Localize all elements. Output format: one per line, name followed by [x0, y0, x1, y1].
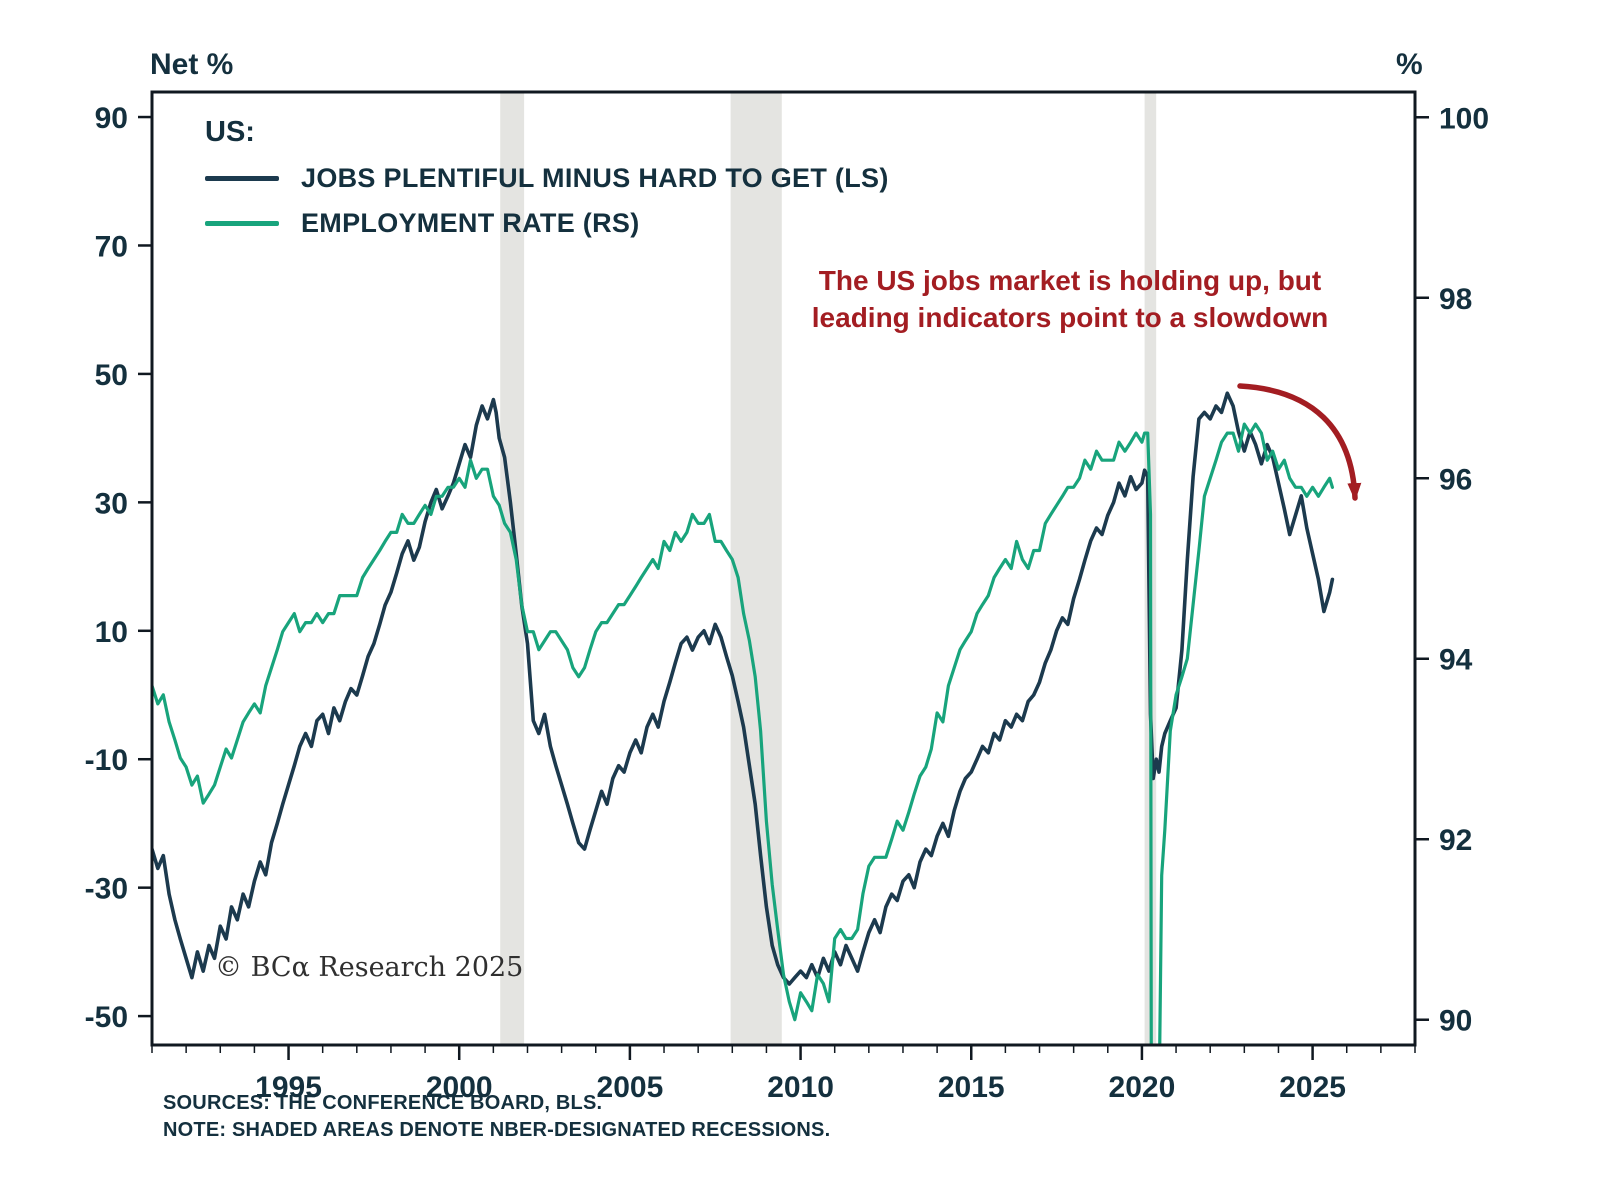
x-tick-label: 2000	[426, 1071, 493, 1104]
left-tick-label: -30	[85, 873, 128, 906]
sources-line: SOURCES: THE CONFERENCE BOARD, BLS.	[163, 1092, 603, 1114]
right-axis-title: %	[1396, 48, 1423, 81]
right-tick-label: 94	[1439, 644, 1473, 677]
left-tick-label: 90	[95, 102, 128, 135]
right-tick-label: 90	[1439, 1005, 1472, 1038]
left-tick-label: -50	[85, 1001, 128, 1034]
right-tick-label: 96	[1439, 463, 1472, 496]
axis-ticks	[138, 115, 1429, 1060]
legend-header: US:	[205, 116, 255, 148]
right-tick-label: 98	[1439, 283, 1472, 316]
annotation-line-1: The US jobs market is holding up, but	[818, 265, 1322, 296]
x-tick-label: 2020	[1109, 1071, 1176, 1104]
left-tick-label: 50	[95, 359, 128, 392]
legend-label-jobs: JOBS PLENTIFUL MINUS HARD TO GET (LS)	[301, 163, 889, 193]
legend-item-jobs: JOBS PLENTIFUL MINUS HARD TO GET (LS)	[205, 163, 889, 194]
legend-item-employment: EMPLOYMENT RATE (RS)	[205, 208, 889, 239]
footnotes: SOURCES: THE CONFERENCE BOARD, BLS. NOTE…	[163, 1090, 830, 1144]
annotation-line-2: leading indicators point to a slowdown	[811, 302, 1329, 333]
jobs-line-swatch	[205, 176, 279, 181]
legend-label-employment: EMPLOYMENT RATE (RS)	[301, 208, 640, 238]
slowdown-annotation: The US jobs market is holding up, but le…	[770, 262, 1370, 336]
plot-frame	[150, 90, 1417, 1047]
left-axis-title: Net %	[150, 48, 234, 81]
axis-tick-labels: 90 70 50 30 10 -10 -30 -50 100 98 96 94 92 90 1995 2000…	[85, 102, 1489, 1104]
copyright: © BCα Research 2025	[215, 952, 524, 983]
x-tick-label: 2010	[767, 1071, 834, 1104]
slowdown-arrow	[1237, 383, 1362, 501]
employment-line	[153, 422, 1334, 1044]
legend: US: JOBS PLENTIFUL MINUS HARD TO GET (LS…	[205, 116, 889, 239]
x-tick-label: 1995	[255, 1071, 322, 1104]
note-line: NOTE: SHADED AREAS DENOTE NBER-DESIGNATE…	[163, 1119, 831, 1141]
x-tick-label: 2015	[938, 1071, 1005, 1104]
x-tick-label: 2025	[1279, 1071, 1346, 1104]
left-tick-label: 10	[95, 616, 128, 649]
left-tick-label: -10	[85, 744, 128, 777]
left-tick-label: 70	[95, 230, 128, 263]
right-tick-label: 92	[1439, 824, 1472, 857]
employment-line-swatch	[205, 221, 279, 226]
recession-band	[500, 92, 525, 1045]
left-tick-label: 30	[95, 487, 128, 520]
series-lines	[153, 391, 1335, 1044]
x-tick-label: 2005	[597, 1071, 664, 1104]
right-tick-label: 100	[1439, 102, 1489, 135]
